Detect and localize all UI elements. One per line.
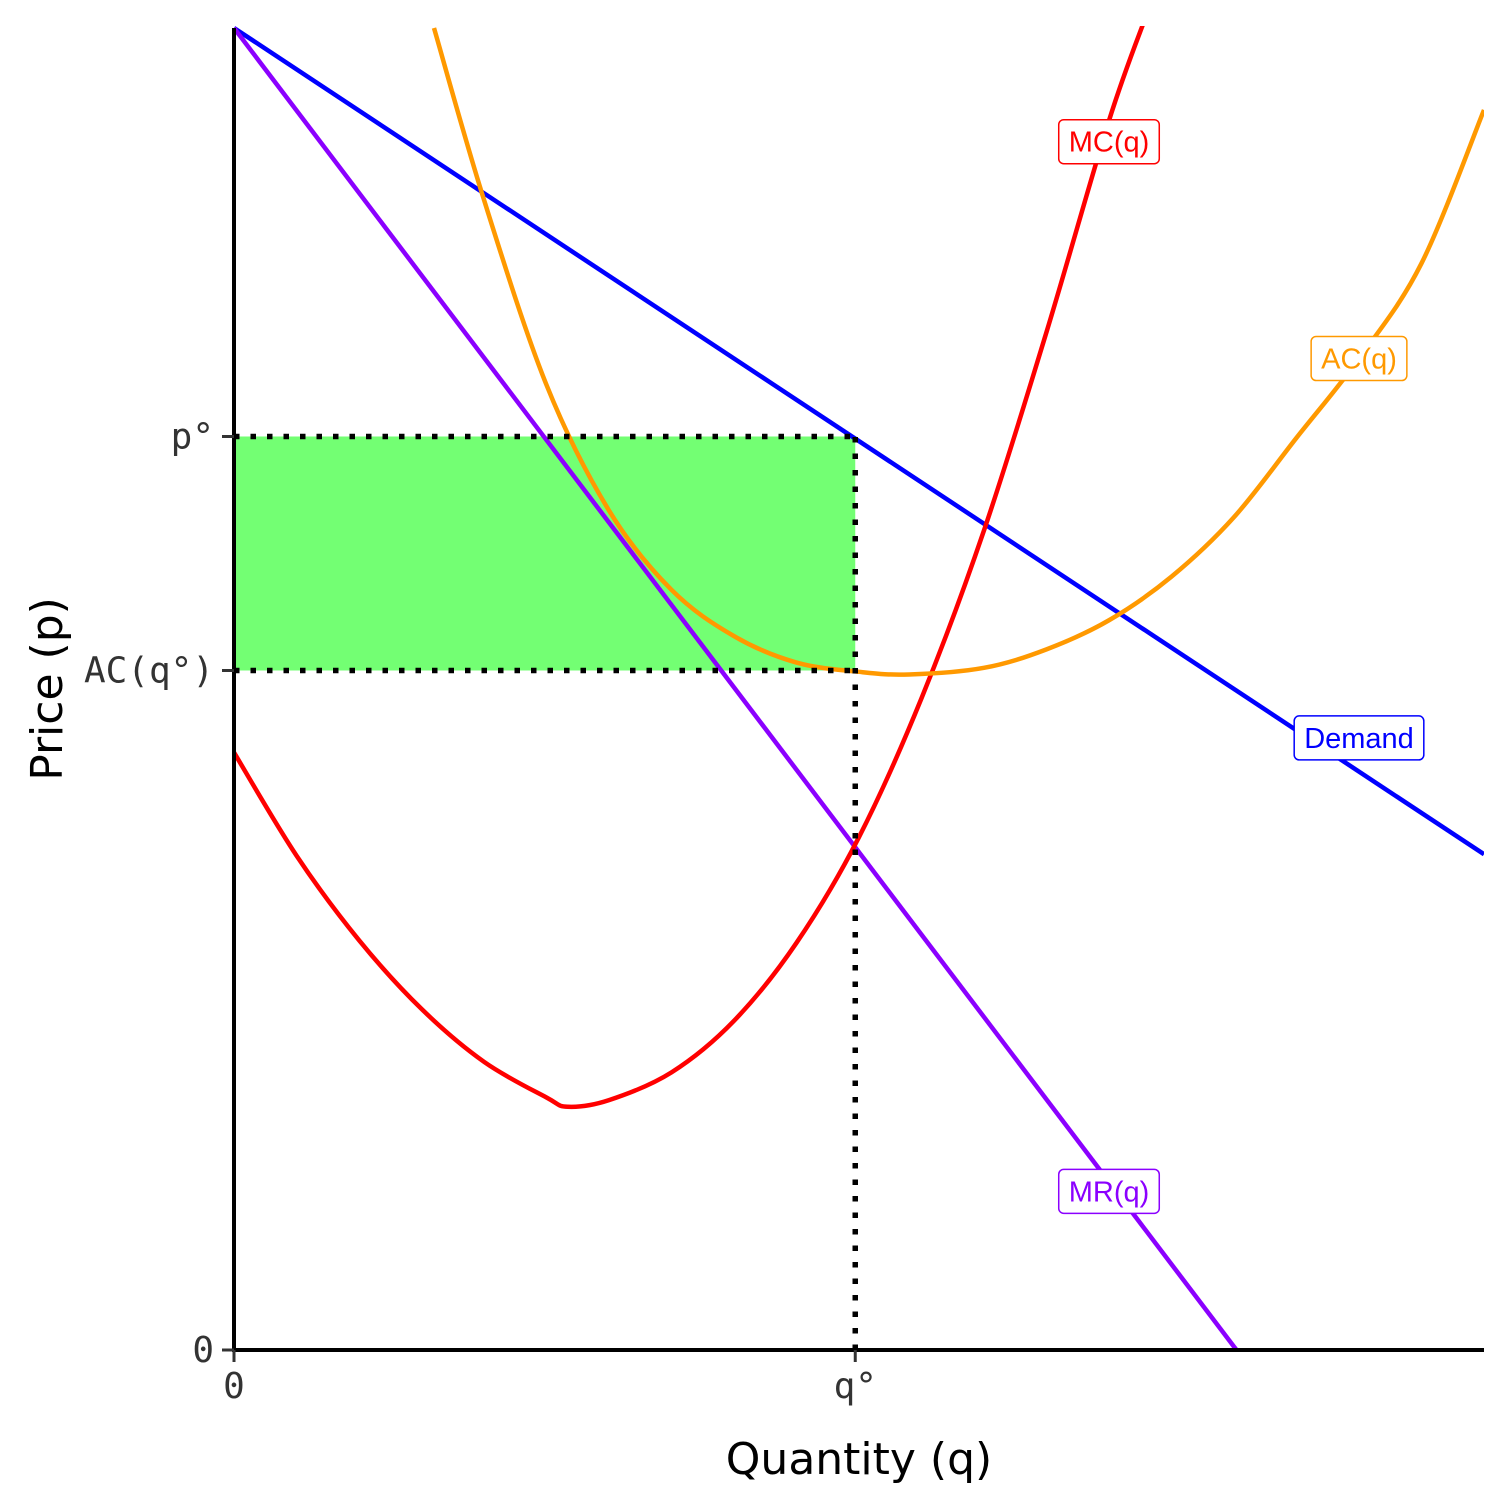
profit-rectangle bbox=[234, 436, 856, 671]
curve-ac-q bbox=[431, 27, 1484, 677]
x-tick-label: 0 bbox=[223, 1366, 245, 1407]
curve-mc-q bbox=[234, 26, 1145, 1110]
curve-demand bbox=[234, 26, 1484, 857]
label-box bbox=[1293, 715, 1425, 761]
label-text: MC(q) bbox=[1069, 127, 1150, 159]
x-axis-title: Quantity (q) bbox=[726, 1434, 992, 1485]
label-box bbox=[1310, 335, 1408, 382]
label-box bbox=[1057, 1168, 1161, 1215]
label-text: AC(q) bbox=[1321, 344, 1397, 376]
y-tick-label: p° bbox=[171, 416, 214, 457]
curve-labels-layer: MC(q) AC(q) Demand MR(q) bbox=[1057, 118, 1425, 1215]
label-text: Demand bbox=[1304, 723, 1414, 755]
x-tick-label: q° bbox=[834, 1366, 877, 1407]
curves-layer bbox=[234, 26, 1484, 1350]
label-mc-q: MC(q) bbox=[1057, 118, 1161, 165]
ticks-layer: 0 q° 0 AC(q°) p° bbox=[84, 416, 877, 1407]
curve-mr-q bbox=[234, 26, 1239, 1350]
profit-area-layer bbox=[234, 436, 856, 671]
y-tick-label: 0 bbox=[192, 1330, 214, 1371]
axes-layer bbox=[232, 28, 1484, 1352]
reference-lines-layer bbox=[234, 433, 858, 1350]
label-mr-q: MR(q) bbox=[1057, 1168, 1161, 1215]
label-ac-q: AC(q) bbox=[1310, 335, 1408, 382]
y-tick-label: AC(q°) bbox=[84, 650, 214, 691]
label-box bbox=[1057, 118, 1161, 165]
y-axis-title: Price (p) bbox=[22, 597, 73, 781]
label-text: MR(q) bbox=[1069, 1176, 1150, 1208]
label-demand: Demand bbox=[1293, 715, 1425, 761]
